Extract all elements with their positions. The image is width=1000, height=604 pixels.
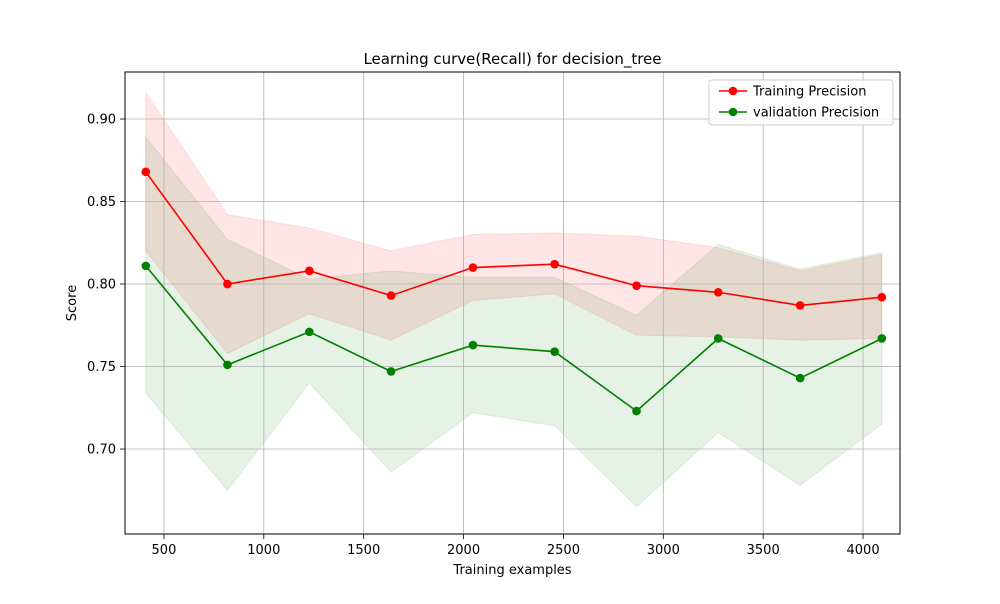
y-axis-label: Score — [65, 285, 80, 321]
data-point — [550, 347, 559, 356]
legend-label: Training Precision — [752, 85, 866, 100]
x-axis-label: Training examples — [452, 563, 571, 578]
legend-label: validation Precision — [753, 106, 879, 121]
data-point — [223, 360, 232, 370]
data-point — [386, 367, 396, 376]
x-axis: 500 1000 1500 2000 2500 3000 3500 4000 — [152, 534, 880, 558]
legend-marker — [728, 86, 738, 96]
legend-box — [708, 79, 894, 126]
x-tick-label: 1000 — [247, 543, 280, 558]
chart-title: Learning curve(Recall) for decision_tree — [363, 50, 661, 69]
legend-marker — [728, 107, 738, 117]
y-axis: 0.70 0.75 0.80 0.85 0.90 — [87, 113, 125, 458]
data-point — [632, 406, 641, 416]
data-point — [632, 281, 641, 290]
data-point — [468, 263, 478, 272]
data-point — [877, 292, 887, 302]
grid-lines — [125, 72, 900, 534]
x-tick-label: 3000 — [647, 543, 680, 558]
y-tick-label: 0.75 — [87, 360, 116, 375]
series-line-2 — [145, 265, 883, 413]
x-tick-label: 3500 — [747, 543, 780, 558]
data-point — [795, 373, 805, 383]
data-point — [305, 327, 314, 337]
data-point — [305, 266, 314, 276]
series-lines — [145, 171, 883, 413]
data-point — [141, 167, 151, 177]
y-tick-label: 0.70 — [87, 443, 116, 458]
x-tick-label: 2500 — [547, 543, 580, 558]
data-point — [141, 261, 151, 271]
data-point — [386, 291, 396, 300]
data-point — [877, 334, 887, 343]
data-point — [713, 334, 723, 343]
y-tick-label: 0.90 — [87, 113, 116, 128]
x-tick-label: 4000 — [847, 543, 880, 558]
series-markers — [141, 167, 887, 416]
data-point — [223, 279, 232, 289]
series-line-1 — [145, 171, 882, 307]
x-tick-label: 500 — [152, 543, 177, 558]
band-2 — [145, 135, 883, 508]
y-tick-label: 0.80 — [87, 278, 116, 293]
x-tick-label: 1500 — [347, 543, 380, 558]
plot-frame — [124, 71, 901, 535]
data-point — [795, 301, 805, 310]
x-tick-label: 2000 — [447, 543, 480, 558]
legend: Training Precision validation Precision — [708, 79, 894, 126]
data-point — [713, 287, 723, 297]
y-tick-label: 0.85 — [87, 195, 116, 210]
data-point — [468, 340, 478, 350]
data-point — [550, 259, 559, 269]
